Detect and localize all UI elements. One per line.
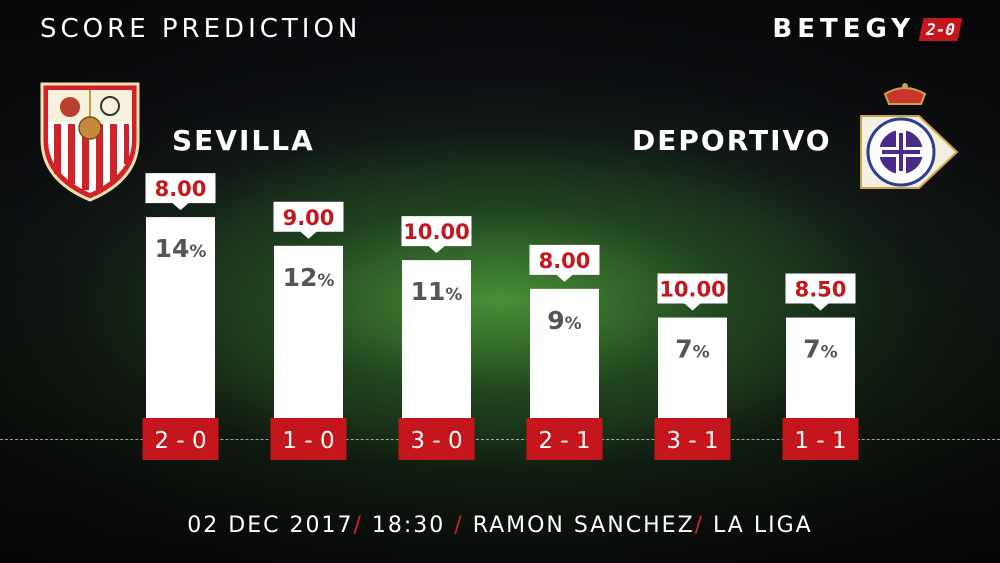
bar <box>530 288 599 418</box>
bar <box>658 317 727 418</box>
away-team-name: DEPORTIVO <box>632 124 832 157</box>
odds-callout <box>529 244 600 282</box>
page-title: SCORE PREDICTION <box>40 14 362 44</box>
odds-label: 10.00 <box>659 278 725 302</box>
score-box <box>654 418 731 460</box>
score-label: 2 - 1 <box>538 428 590 454</box>
match-date: 02 DEC 2017 <box>187 513 354 538</box>
percent-label: 7% <box>803 335 837 364</box>
sevilla-crest-icon <box>40 82 140 202</box>
score-label: 3 - 0 <box>410 428 462 454</box>
match-time: 18:30 <box>371 513 446 538</box>
odds-callout <box>657 273 728 311</box>
percent-label: 12% <box>283 263 335 292</box>
bar <box>274 245 343 418</box>
score-label: 1 - 1 <box>794 428 846 454</box>
score-box <box>142 418 219 460</box>
odds-callout <box>401 216 472 254</box>
odds-callout <box>145 173 216 211</box>
footer-separator: / <box>694 513 714 538</box>
percent-label: 7% <box>675 335 709 364</box>
score-box <box>270 418 347 460</box>
odds-callout <box>785 273 856 311</box>
odds-label: 9.00 <box>283 206 335 230</box>
score-box <box>526 418 603 460</box>
chart-baseline <box>0 439 1000 440</box>
score-label: 3 - 1 <box>666 428 718 454</box>
brand-name: BETEGY <box>772 14 916 44</box>
score-box <box>782 418 859 460</box>
bar <box>146 217 215 418</box>
percent-label: 11% <box>411 277 463 306</box>
bar <box>786 317 855 418</box>
match-competition: LA LIGA <box>713 513 813 538</box>
footer-separator: / <box>353 513 372 538</box>
percent-label: 14% <box>155 234 207 263</box>
brand: BETEGY 2-0 <box>772 14 963 44</box>
odds-label: 10.00 <box>403 220 469 244</box>
match-venue: RAMON SANCHEZ <box>472 513 695 538</box>
deportivo-crest-icon <box>860 83 959 189</box>
odds-label: 8.00 <box>155 177 207 201</box>
score-box <box>398 418 475 460</box>
score-label: 1 - 0 <box>282 428 334 454</box>
footer-separator: / <box>445 513 473 538</box>
score-label: 2 - 0 <box>154 428 206 454</box>
odds-label: 8.50 <box>795 278 847 302</box>
home-team-name: SEVILLA <box>172 124 315 157</box>
bar <box>402 260 471 418</box>
percent-label: 9% <box>547 306 581 335</box>
odds-callout <box>273 201 344 239</box>
odds-label: 8.00 <box>539 249 591 273</box>
match-info-footer: 02 DEC 2017/ 18:30 / RAMON SANCHEZ/ LA L… <box>0 513 1000 538</box>
